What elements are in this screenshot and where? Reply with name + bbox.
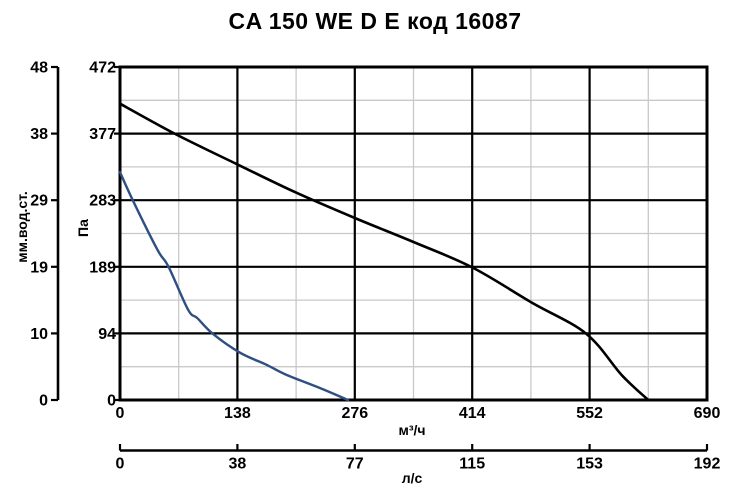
mm-h2o-tick-label: 19 — [30, 259, 48, 276]
ls-tick-label: 0 — [116, 456, 125, 473]
pa-tick-label: 0 — [107, 393, 116, 410]
mm-h2o-tick-label: 0 — [39, 393, 48, 410]
m3h-tick-label: 690 — [694, 405, 721, 422]
m3h-tick-label: 552 — [576, 405, 603, 422]
mm-h2o-tick-label: 29 — [30, 193, 48, 210]
ls-tick-label: 77 — [346, 456, 364, 473]
fan-curve-blue — [118, 170, 350, 402]
pa-tick-label: 94 — [98, 326, 116, 343]
pa-tick-label: 189 — [89, 259, 116, 276]
ls-tick-label: 115 — [459, 456, 485, 473]
pa-tick-label: 472 — [89, 60, 116, 77]
ls-tick-label: 192 — [694, 456, 721, 473]
chart-title: CA 150 WE D E код 16087 — [228, 8, 522, 34]
pa-tick-label: 283 — [89, 193, 116, 210]
mm-h2o-tick-label: 10 — [30, 326, 48, 343]
ls-tick-label: 153 — [576, 456, 603, 473]
pa-tick-label: 377 — [89, 126, 116, 143]
ls-tick-label: 38 — [229, 456, 247, 473]
m3h-tick-label: 276 — [341, 405, 368, 422]
fan-curve-black — [118, 102, 650, 402]
m3h-tick-label: 414 — [459, 405, 486, 422]
mm-h2o-tick-label: 48 — [30, 60, 48, 77]
plot-border — [118, 65, 709, 402]
m3h-tick-label: 138 — [224, 405, 251, 422]
x-axis-unit-ls: л/с — [401, 470, 423, 486]
x-axis-unit-m3h: м³/ч — [398, 422, 426, 438]
y-axis-unit-pa: Па — [75, 219, 91, 237]
m3h-tick-label: 0 — [116, 405, 125, 422]
y-axis-unit-mm-h2o: мм.вод.ст. — [14, 191, 30, 263]
mm-h2o-tick-label: 38 — [30, 126, 48, 143]
